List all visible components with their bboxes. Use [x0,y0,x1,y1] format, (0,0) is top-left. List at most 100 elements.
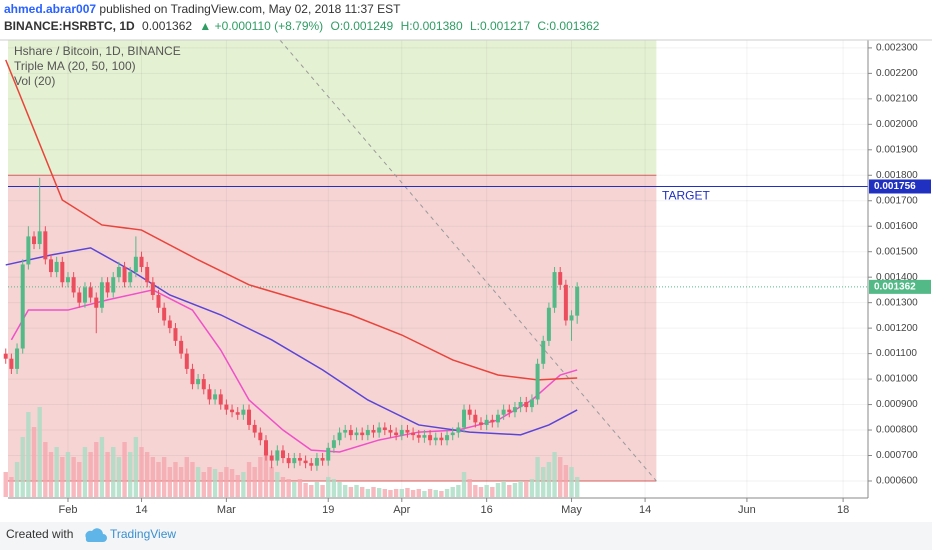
candle-body [535,363,540,400]
volume-bar [535,457,540,497]
candle-body [105,282,110,293]
volume-bar [529,479,535,497]
candle-body [337,432,342,441]
y-tick-label: 0.001800 [876,170,918,181]
volume-bar [416,489,421,497]
volume-bar [286,479,291,497]
candle-body [416,435,421,438]
x-tick-label: Feb [58,504,77,516]
header-line: ahmed.abrar007 published on TradingView.… [4,2,404,16]
price-tag-label: 0.001756 [874,181,916,192]
volume-bar [88,452,93,497]
volume-bar [43,442,48,497]
volume-bar [241,472,246,497]
candle-body [309,463,314,466]
candle-body [541,340,546,364]
candle-body [303,460,308,464]
volume-bar [473,485,478,497]
volume-bar [450,487,455,497]
volume-bar [201,472,206,497]
volume-bar [246,462,252,497]
brand[interactable]: TradingView [110,527,176,541]
volume-bar [161,457,167,497]
candle-body [252,424,257,433]
candle-body [360,432,365,436]
volume-bar [478,487,484,497]
volume-bar [235,475,240,497]
candle-body [371,430,376,433]
candle-body [473,414,478,423]
candle-body [26,236,31,265]
candle-body [524,402,529,408]
volume-bar [467,479,472,497]
candle-body [439,437,444,441]
x-tick-label: Jun [738,504,756,516]
candle-body [82,287,87,303]
y-tick-label: 0.000600 [876,476,918,487]
volume-bar [563,465,569,497]
candle-body [484,419,489,425]
last-price: 0.001362 [142,19,193,33]
volume-bar [422,491,427,497]
volume-bar [105,452,110,497]
candle-body [201,379,206,390]
x-tick-label: 14 [639,504,651,516]
candle-body [512,407,517,413]
author[interactable]: ahmed.abrar007 [4,2,97,16]
x-tick-label: 16 [481,504,493,516]
volume-bar [393,489,399,497]
volume-bar [252,467,257,497]
volume-bar [48,452,54,497]
candle-body [122,266,127,283]
volume-bar [184,457,189,497]
volume-bar [150,457,156,497]
volume-bar [37,407,42,497]
volume-bar [388,490,393,497]
volume-bar [133,437,139,497]
volume-bar [495,483,501,497]
candle-body [77,292,82,303]
candle-body [382,427,387,431]
y-tick-label: 0.001700 [876,195,918,206]
candle-body [365,430,370,436]
candle-body [331,440,336,448]
candle-body [450,432,455,436]
candle-body [501,409,506,415]
x-tick-label: 19 [322,504,334,516]
candle-body [507,409,512,413]
y-tick-label: 0.001500 [876,246,918,257]
low: L:0.001217 [469,19,531,33]
candle-body [405,430,410,433]
volume-bar [507,485,512,497]
volume-bar [490,487,495,497]
plot-layer [3,39,868,498]
volume-bar [314,482,320,497]
candle-body [241,409,246,415]
volume-bar [456,485,461,497]
legend-entry: Triple MA (20, 50, 100) [14,59,136,73]
volume-bar [348,487,354,497]
volume-bar [26,412,31,497]
quote-line: BINANCE:HSRBTC, 1D 0.001362 ▲ +0.000110 … [4,19,603,33]
high: H:0.001380 [400,19,463,33]
volume-bar [382,489,388,497]
candle-body [49,259,53,273]
volume-bar [524,482,529,497]
candle-body [145,266,150,283]
candle-body [388,430,393,433]
y-tick-label: 0.002200 [876,68,918,79]
volume-bar [371,487,376,497]
candle-body [394,432,399,436]
volume-bar [3,472,8,497]
candle-body [20,264,25,349]
candle-body [184,353,189,369]
candle-body [286,458,291,464]
candle-body [377,427,382,433]
volume-bar [354,485,359,497]
candle-body [264,440,268,456]
volume-bar [258,457,263,497]
x-tick-label: Apr [393,504,410,516]
volume-bar [518,481,523,497]
candle-body [445,435,450,441]
candle-body [65,277,70,283]
